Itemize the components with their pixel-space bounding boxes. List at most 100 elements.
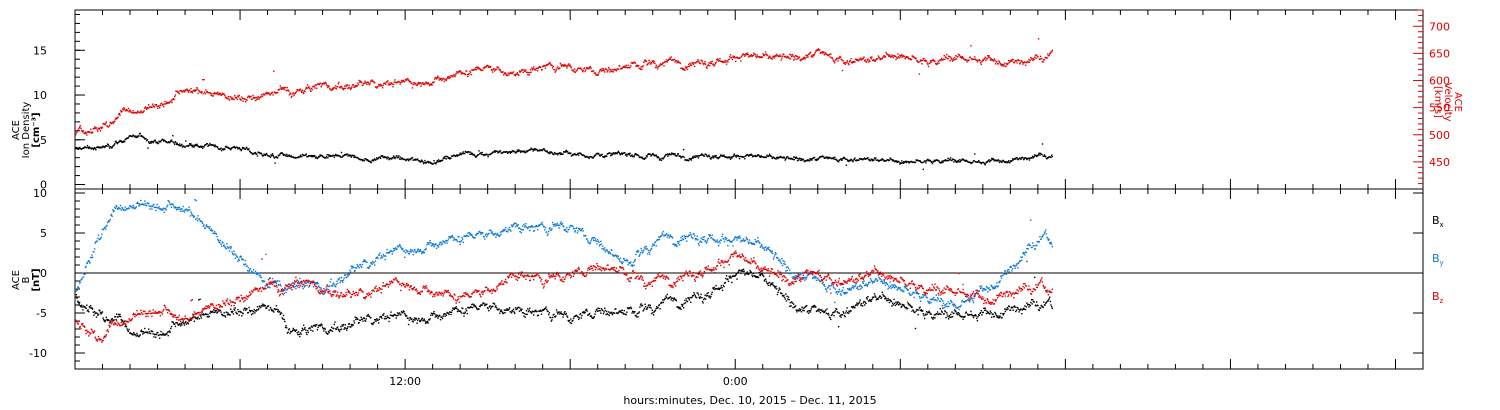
point-bx xyxy=(433,310,435,313)
point-velocity xyxy=(438,79,440,81)
point-density xyxy=(578,154,580,156)
point-density xyxy=(898,161,900,163)
point-bx xyxy=(677,306,679,308)
point-bx xyxy=(219,309,221,312)
point-bx xyxy=(1009,309,1012,311)
point-density xyxy=(858,159,860,161)
point-density xyxy=(407,160,410,162)
point-density xyxy=(136,136,139,138)
point-bx xyxy=(907,307,909,310)
point-bx xyxy=(501,311,504,314)
point-bx xyxy=(736,272,739,274)
point-by xyxy=(108,220,111,222)
point-velocity xyxy=(732,55,734,57)
point-velocity xyxy=(810,55,812,58)
point-velocity xyxy=(399,83,401,85)
point-density xyxy=(821,156,823,158)
point-bx xyxy=(421,318,423,320)
point-density xyxy=(797,158,799,160)
point-velocity xyxy=(723,61,726,63)
point-density xyxy=(1039,152,1042,155)
point-density xyxy=(366,159,369,161)
point-bx xyxy=(1017,307,1019,309)
point-density xyxy=(191,144,193,147)
point-density xyxy=(93,147,96,149)
point-velocity xyxy=(930,61,932,63)
point-bx xyxy=(377,319,379,321)
point-bx xyxy=(408,319,410,321)
point-bx xyxy=(460,312,463,314)
point-velocity xyxy=(918,61,920,63)
point-velocity xyxy=(807,56,809,58)
point-velocity xyxy=(354,84,356,87)
point-bx xyxy=(486,303,488,305)
point-velocity xyxy=(847,61,849,63)
point-bx xyxy=(866,298,868,300)
point-velocity xyxy=(1018,59,1020,62)
point-velocity xyxy=(248,95,250,97)
point-velocity xyxy=(128,111,130,113)
point-bx xyxy=(1037,305,1039,307)
point-velocity xyxy=(901,54,903,56)
point-density xyxy=(946,159,949,162)
point-velocity xyxy=(477,66,479,69)
point-velocity xyxy=(318,83,321,86)
point-density xyxy=(530,147,532,149)
point-velocity xyxy=(839,56,842,58)
point-density xyxy=(122,141,124,143)
point-bx xyxy=(303,328,306,330)
point-bx xyxy=(992,313,994,315)
point-bx xyxy=(437,315,440,318)
point-velocity xyxy=(762,53,764,55)
point-bx xyxy=(673,298,675,300)
point-bx xyxy=(155,336,157,338)
point-bx xyxy=(660,302,662,304)
point-by xyxy=(163,207,165,209)
point-bx xyxy=(865,297,868,299)
point-density xyxy=(549,151,551,153)
point-velocity xyxy=(764,51,767,53)
point-bx xyxy=(784,298,786,300)
point-bx xyxy=(128,328,130,331)
point-bx xyxy=(133,332,135,334)
point-bx xyxy=(206,316,208,318)
point-velocity xyxy=(666,61,668,63)
point-bx xyxy=(707,292,709,294)
point-velocity xyxy=(304,91,306,93)
point-velocity xyxy=(678,61,681,64)
point-velocity xyxy=(645,60,648,62)
point-density xyxy=(839,159,841,161)
point-bx xyxy=(306,329,309,332)
point-density xyxy=(958,161,960,163)
point-velocity xyxy=(476,66,478,68)
point-bx xyxy=(604,307,606,309)
point-velocity xyxy=(522,71,524,74)
point-velocity xyxy=(1015,60,1018,62)
point-bx xyxy=(170,327,172,330)
point-density xyxy=(1022,157,1024,159)
point-density xyxy=(733,154,735,156)
point-velocity xyxy=(320,86,322,88)
point-velocity xyxy=(1051,51,1053,53)
point-density xyxy=(88,146,91,148)
point-density xyxy=(564,150,567,152)
point-velocity xyxy=(82,131,84,133)
point-bx xyxy=(361,318,364,320)
point-velocity xyxy=(143,110,145,112)
point-velocity xyxy=(287,89,289,91)
point-by xyxy=(159,208,162,210)
point-bx xyxy=(1015,310,1017,313)
point-density xyxy=(190,143,192,145)
point-velocity xyxy=(806,56,808,58)
point-bx xyxy=(396,315,398,317)
point-bx xyxy=(769,284,771,287)
point-velocity xyxy=(156,105,158,107)
point-velocity xyxy=(475,66,477,69)
point-density xyxy=(306,156,309,158)
point-velocity xyxy=(129,110,132,112)
point-bx xyxy=(263,304,265,306)
point-bx xyxy=(224,316,227,318)
point-bx xyxy=(793,303,795,305)
point-by xyxy=(186,210,188,212)
point-density xyxy=(336,155,338,157)
